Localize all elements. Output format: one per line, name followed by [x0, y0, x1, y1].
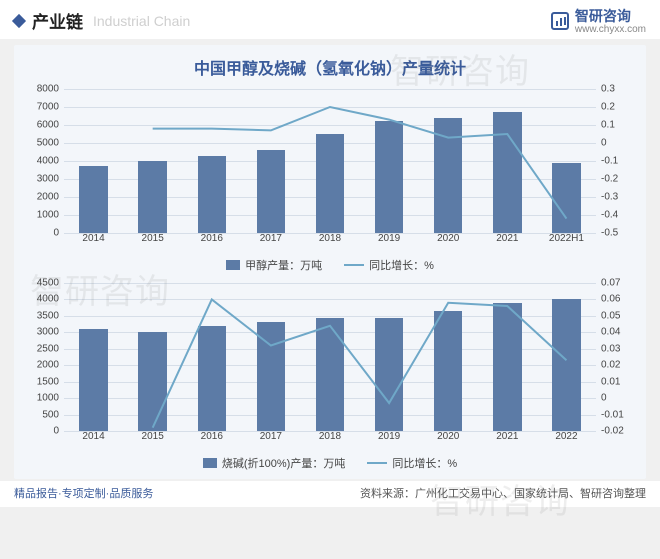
footer-left: 精品报告·专项定制·品质服务: [14, 485, 153, 501]
chart2-legend-line-label: 同比增长：%: [392, 455, 457, 471]
line-swatch-icon: [344, 264, 364, 266]
chart1-plot-area: [64, 89, 596, 233]
chart2-x-axis: 2014 2015 2016 2017 2018 2019 2020 2021 2022: [64, 431, 596, 449]
y-left-tick: 2500: [24, 343, 62, 354]
y-right-tick: 0.01: [598, 376, 636, 387]
y-left-tick: 3500: [24, 310, 62, 321]
header-right: 智研咨询 www.chyxx.com: [551, 6, 646, 35]
line-path: [64, 283, 596, 431]
chart1-legend-bar: 甲醇产量：万吨: [226, 257, 322, 273]
y-left-tick: 3000: [24, 327, 62, 338]
y-right-tick: -0.02: [598, 426, 636, 437]
y-right-tick: -0.1: [598, 156, 636, 167]
chart1-line: [64, 89, 596, 233]
x-tick: 2020: [437, 233, 459, 244]
x-tick: 2016: [201, 431, 223, 442]
y-left-tick: 2000: [24, 360, 62, 371]
x-tick: 2019: [378, 431, 400, 442]
brand-name: 智研咨询: [575, 6, 646, 26]
y-right-tick: 0: [598, 138, 636, 149]
chart-title: 中国甲醇及烧碱（氢氧化钠）产量统计: [24, 55, 636, 79]
header-left: 产业链 Industrial Chain: [14, 8, 190, 33]
y-left-tick: 1000: [24, 210, 62, 221]
y-right-tick: 0.03: [598, 343, 636, 354]
line-swatch-icon: [367, 462, 387, 464]
y-left-tick: 2000: [24, 192, 62, 203]
y-right-tick: 0.04: [598, 327, 636, 338]
x-tick: 2015: [142, 233, 164, 244]
y-right-tick: -0.3: [598, 192, 636, 203]
header-title-cn: 产业链: [32, 8, 83, 33]
chart1-y-left: 010002000300040005000600070008000: [24, 89, 62, 233]
y-left-tick: 0: [24, 228, 62, 239]
footer-right: 资料来源：广州化工交易中心、国家统计局、智研咨询整理: [360, 485, 646, 501]
chart1-legend-bar-label: 甲醇产量：万吨: [245, 257, 322, 273]
y-right-tick: 0.06: [598, 294, 636, 305]
chart2-y-right: -0.02-0.0100.010.020.030.040.050.060.07: [598, 283, 636, 431]
brand-logo-icon: [551, 12, 569, 30]
chart1-legend-line-label: 同比增长：%: [369, 257, 434, 273]
header: 产业链 Industrial Chain 智研咨询 www.chyxx.com: [0, 0, 660, 39]
y-right-tick: 0: [598, 393, 636, 404]
y-left-tick: 1000: [24, 393, 62, 404]
y-left-tick: 1500: [24, 376, 62, 387]
bar-swatch-icon: [226, 260, 240, 270]
y-left-tick: 3000: [24, 174, 62, 185]
diamond-icon: [12, 13, 26, 27]
y-left-tick: 7000: [24, 102, 62, 113]
x-tick: 2022: [555, 431, 577, 442]
x-tick: 2021: [496, 431, 518, 442]
y-left-tick: 6000: [24, 120, 62, 131]
y-right-tick: 0.05: [598, 310, 636, 321]
x-tick: 2019: [378, 233, 400, 244]
y-right-tick: 0.2: [598, 102, 636, 113]
y-right-tick: 0.07: [598, 278, 636, 289]
chart2-y-left: 050010001500200025003000350040004500: [24, 283, 62, 431]
y-right-tick: -0.5: [598, 228, 636, 239]
chart2-line: [64, 283, 596, 431]
y-right-tick: 0.1: [598, 120, 636, 131]
chart1-x-axis: 2014 2015 2016 2017 2018 2019 2020 2021 2022H1: [64, 233, 596, 251]
chart1-legend: 甲醇产量：万吨 同比增长：%: [24, 257, 636, 273]
chart2-legend-bar: 烧碱(折100%)产量：万吨: [203, 455, 345, 471]
chart2-legend-bar-label: 烧碱(折100%)产量：万吨: [222, 455, 345, 471]
x-tick: 2016: [201, 233, 223, 244]
chart2: 0 500 1000 1500 2000 2500 3000 3500 4000 4500 -0.…: [24, 279, 636, 473]
y-right-tick: -0.01: [598, 409, 636, 420]
chart1: 0 1000 2000 3000 4000 5000 6000 7000 8000 -0.5 -0…: [24, 85, 636, 275]
x-tick: 2017: [260, 431, 282, 442]
x-tick: 2017: [260, 233, 282, 244]
x-tick: 2020: [437, 431, 459, 442]
y-left-tick: 5000: [24, 138, 62, 149]
chart2-legend-line: 同比增长：%: [367, 455, 457, 471]
chart2-legend: 烧碱(折100%)产量：万吨 同比增长：%: [24, 455, 636, 471]
x-tick: 2015: [142, 431, 164, 442]
x-tick: 2021: [496, 233, 518, 244]
y-left-tick: 4000: [24, 156, 62, 167]
x-tick: 2022H1: [549, 233, 584, 244]
x-tick: 2018: [319, 431, 341, 442]
x-tick: 2018: [319, 233, 341, 244]
chart2-plot-area: [64, 283, 596, 431]
y-left-tick: 500: [24, 409, 62, 420]
y-right-tick: -0.4: [598, 210, 636, 221]
y-left-tick: 8000: [24, 84, 62, 95]
y-left-tick: 0: [24, 426, 62, 437]
chart1-legend-line: 同比增长：%: [344, 257, 434, 273]
y-right-tick: -0.2: [598, 174, 636, 185]
chart1-y-right: -0.5-0.4-0.3-0.2-0.100.10.20.3: [598, 89, 636, 233]
header-title-en: Industrial Chain: [93, 13, 190, 29]
y-left-tick: 4000: [24, 294, 62, 305]
y-left-tick: 4500: [24, 278, 62, 289]
chart-frame: 中国甲醇及烧碱（氢氧化钠）产量统计 0100020003000400050006…: [14, 45, 646, 479]
y-right-tick: 0.3: [598, 84, 636, 95]
x-tick: 2014: [82, 431, 104, 442]
brand-url: www.chyxx.com: [575, 24, 646, 35]
line-path: [64, 89, 596, 233]
brand-block: 智研咨询 www.chyxx.com: [575, 6, 646, 35]
bar-swatch-icon: [203, 458, 217, 468]
footer: 精品报告·专项定制·品质服务 资料来源：广州化工交易中心、国家统计局、智研咨询整…: [0, 481, 660, 507]
x-tick: 2014: [82, 233, 104, 244]
y-right-tick: 0.02: [598, 360, 636, 371]
